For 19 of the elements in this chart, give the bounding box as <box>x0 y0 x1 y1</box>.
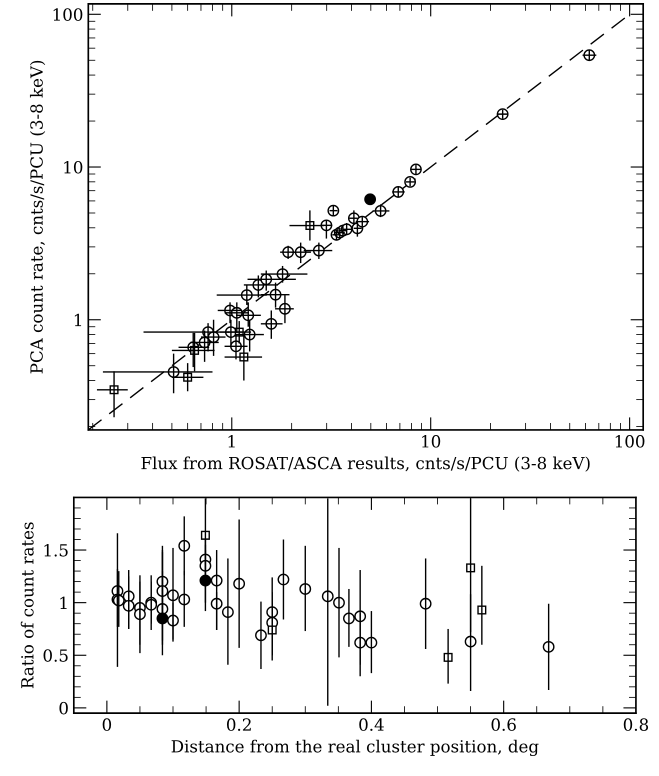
y-tick-label: 1 <box>74 314 82 326</box>
x-tick-label: 0 <box>102 718 112 731</box>
y-tick-label: 0 <box>59 702 68 714</box>
y-tick-label: 1.5 <box>44 544 68 557</box>
y-tick-label: 10 <box>64 160 82 174</box>
x-tick-label: 0.6 <box>492 718 516 731</box>
x-tick-label: 10 <box>422 435 440 448</box>
y-tick-label: 0.5 <box>44 649 68 662</box>
x-axis-title: Flux from ROSAT/ASCA results, cnts/s/PCU (3-8 keV) <box>141 456 590 472</box>
x-tick-label: 100 <box>616 435 644 448</box>
y-axis-title: Ratio of count rates <box>20 522 34 688</box>
x-axis-title: Distance from the real cluster position, deg <box>172 740 539 756</box>
x-tick-label: 0.4 <box>359 718 384 731</box>
x-tick-label: 1 <box>228 435 235 448</box>
y-tick-label: 1 <box>60 596 67 609</box>
y-axis-title: PCA count rate, cnts/s/PCU (3-8 keV) <box>30 60 46 374</box>
x-tick-label: 0.8 <box>624 718 648 731</box>
x-tick-label: 0.2 <box>226 718 251 731</box>
y-tick-label: 100 <box>54 8 82 21</box>
